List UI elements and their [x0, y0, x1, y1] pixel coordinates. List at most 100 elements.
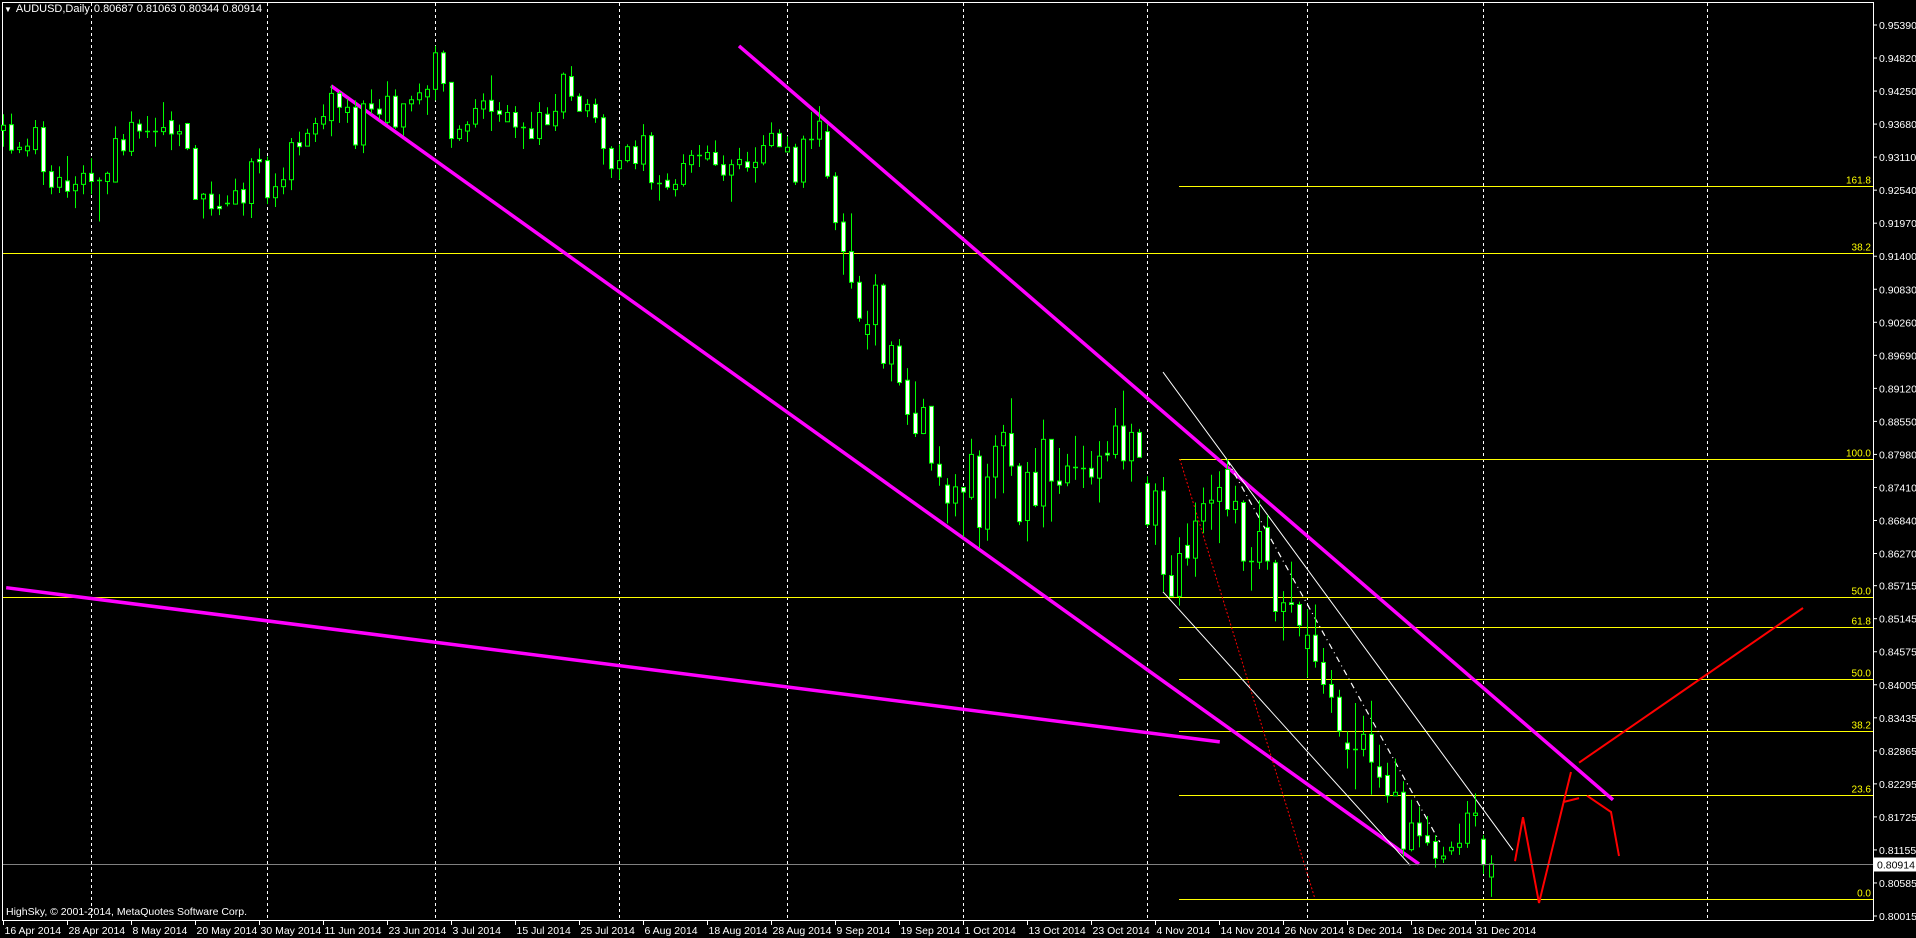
candle-body	[1177, 553, 1182, 597]
candle	[241, 182, 246, 216]
thin-dashed-trendline[interactable]	[1226, 459, 1441, 843]
candle	[1329, 669, 1334, 713]
candle-body	[721, 164, 726, 176]
candle-body	[1209, 499, 1214, 504]
candle-body	[113, 138, 118, 183]
candle	[233, 178, 238, 205]
candle	[665, 173, 670, 190]
candle-body	[849, 251, 854, 283]
candle-body	[1289, 602, 1294, 606]
candle-body	[873, 284, 878, 326]
candle-body	[249, 161, 254, 204]
projection-trendline[interactable]	[1562, 797, 1580, 804]
date-tick-label: 19 Sep 2014	[901, 925, 961, 937]
candle-body	[1441, 855, 1446, 860]
candle-body	[881, 284, 886, 364]
date-tick-label: 25 Jul 2014	[581, 925, 635, 937]
candle-body	[1369, 733, 1374, 763]
candle	[1241, 500, 1246, 571]
price-tick-label: 0.85145	[1879, 614, 1916, 626]
candle	[601, 114, 606, 165]
candle-body	[89, 172, 94, 182]
candles	[1, 45, 1494, 897]
candle	[417, 83, 422, 105]
candle	[681, 154, 686, 187]
candle	[1345, 731, 1350, 769]
candle	[929, 405, 934, 471]
candle-body	[1433, 841, 1438, 859]
candle	[673, 179, 678, 197]
candle-body	[1137, 431, 1142, 458]
plot-frame	[2, 2, 1874, 921]
candle-body	[961, 486, 966, 493]
red-dotted-trendline[interactable]	[1179, 458, 1316, 900]
time-axis[interactable]: 16 Apr 2014 28 Apr 2014 8 May 2014 20 May 2…	[3, 920, 1537, 937]
candle-body	[689, 154, 694, 166]
candle	[409, 95, 414, 112]
candle	[1273, 559, 1278, 622]
candle	[257, 148, 262, 174]
candle	[193, 144, 198, 201]
candle-body	[537, 112, 542, 140]
channel-trendline[interactable]	[737, 44, 1615, 802]
candle	[361, 100, 366, 154]
candle	[1401, 781, 1406, 857]
level-label: 23.6	[1852, 785, 1872, 796]
candle-body	[761, 145, 766, 164]
date-tick-label: 14 Nov 2014	[1221, 925, 1281, 937]
price-tick-label: 0.85715	[1879, 581, 1916, 593]
candle-body	[9, 124, 14, 151]
price-tick-label: 0.82865	[1879, 746, 1916, 758]
triangle-down-icon[interactable]: ▼	[4, 4, 12, 14]
candle-body	[913, 412, 918, 435]
candle	[593, 98, 598, 123]
projection-trendline[interactable]	[1586, 794, 1620, 857]
candle	[425, 85, 430, 115]
price-tick-label: 0.90830	[1879, 284, 1916, 296]
candle-body	[137, 123, 142, 132]
candle	[441, 50, 446, 92]
candle	[1073, 435, 1078, 480]
candle-body	[897, 345, 902, 384]
thin-trendline[interactable]	[1162, 371, 1514, 851]
candle	[793, 143, 798, 185]
candle-body	[369, 103, 374, 110]
candle	[217, 194, 222, 216]
candle-body	[1489, 863, 1494, 878]
candle-body	[801, 138, 806, 183]
candle	[1337, 689, 1342, 737]
candle-body	[1113, 425, 1118, 455]
price-tick-label: 0.88550	[1879, 416, 1916, 428]
candle	[201, 193, 206, 219]
candle-body	[81, 172, 86, 185]
price-tick-label: 0.84005	[1879, 680, 1916, 692]
thin-trendline[interactable]	[1162, 591, 1411, 866]
date-tick-label: 4 Nov 2014	[1157, 925, 1211, 937]
date-tick-label: 6 Aug 2014	[645, 925, 698, 937]
candle-body	[257, 158, 262, 163]
channel-trendline[interactable]	[329, 84, 1421, 866]
candle	[1473, 793, 1478, 827]
candle	[977, 450, 982, 549]
candle-body	[105, 172, 110, 182]
date-tick-label: 11 Jun 2014	[325, 925, 382, 937]
price-tick-label: 0.93680	[1879, 119, 1916, 131]
candle-body	[193, 147, 198, 200]
trendlines[interactable]	[5, 44, 1804, 904]
candle-body	[833, 175, 838, 224]
candle	[1409, 799, 1414, 852]
candle-body	[841, 221, 846, 253]
projection-trendline[interactable]	[1578, 607, 1804, 764]
candle	[1449, 841, 1454, 855]
candle	[353, 100, 358, 150]
candle	[401, 103, 406, 136]
candle	[825, 124, 830, 179]
price-axis[interactable]: 0.95390 0.94820 0.94250 0.93680 0.93110 0.925…	[1873, 20, 1916, 923]
candle	[289, 138, 294, 191]
channel-trendline[interactable]	[5, 585, 1221, 744]
horizontal-levels[interactable]: 38.2 50.0 161.8 100.0 61.8 50.0 38.2 23.6 0.0	[3, 176, 1873, 900]
candle	[1033, 448, 1038, 508]
projection-trendline[interactable]	[1514, 771, 1572, 904]
candle	[1465, 800, 1470, 848]
